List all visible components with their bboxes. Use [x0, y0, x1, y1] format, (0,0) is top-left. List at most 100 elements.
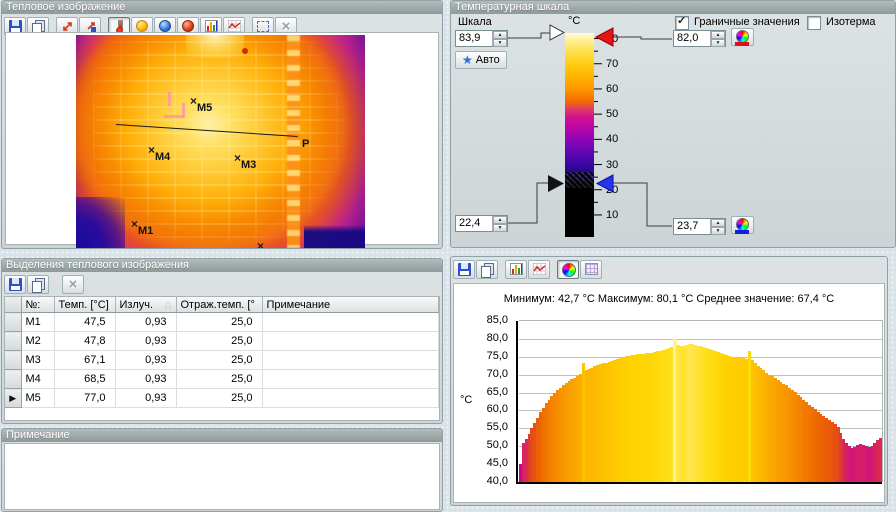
y-axis-tick-label: 60,0: [487, 403, 508, 415]
column-header-note[interactable]: Примечание: [262, 297, 439, 313]
scale-max-value: 83,9: [456, 31, 492, 46]
spinner-arrows[interactable]: ▲▼: [492, 31, 507, 46]
table-row-M5[interactable]: ▶M577,00,9325,0: [5, 389, 439, 408]
table-row-M3[interactable]: M367,10,9325,0: [5, 351, 439, 370]
cell-refl-temp[interactable]: 25,0: [176, 313, 262, 332]
save-button[interactable]: [4, 275, 26, 294]
y-axis-labels: 85,080,075,070,065,060,055,050,045,040,0: [472, 320, 514, 481]
cell-note[interactable]: [262, 351, 439, 370]
column-header-emissivity[interactable]: Излуч.△: [115, 297, 176, 313]
boundary-values-checkbox[interactable]: ✓: [675, 16, 689, 30]
selections-toolbar: ×: [2, 272, 442, 296]
spinner-arrows[interactable]: ▲▼: [492, 216, 507, 231]
scale-overlay: [451, 14, 896, 249]
upper-limit-spinner[interactable]: 82,0 ▲▼: [673, 30, 726, 47]
thermal-panel-title: Тепловое изображение: [2, 1, 442, 14]
cell-id[interactable]: M2: [21, 332, 54, 351]
marker-cross-icon: ×: [234, 151, 241, 165]
cell-id[interactable]: M3: [21, 351, 54, 370]
cell-note[interactable]: [262, 313, 439, 332]
cell-refl-temp[interactable]: 25,0: [176, 370, 262, 389]
cell-temp[interactable]: 77,0: [54, 389, 115, 408]
cell-note[interactable]: [262, 332, 439, 351]
table-row-M1[interactable]: M147,50,9325,0: [5, 313, 439, 332]
save-button[interactable]: [453, 260, 475, 279]
cell-temp[interactable]: 67,1: [54, 351, 115, 370]
scale-max-spinner[interactable]: 83,9 ▲▼: [455, 30, 508, 47]
colorbar-tick-label: 70: [606, 58, 630, 70]
delete-icon: ×: [282, 21, 291, 32]
delete-marker-button[interactable]: ×: [62, 275, 84, 294]
marker-cross-icon: ×: [190, 94, 197, 108]
cell-temp[interactable]: 47,5: [54, 313, 115, 332]
cell-refl-temp[interactable]: 25,0: [176, 332, 262, 351]
auto-button[interactable]: ★ Авто: [455, 51, 507, 69]
grid-view-button[interactable]: [580, 260, 602, 279]
table-row-M4[interactable]: M468,50,9325,0: [5, 370, 439, 389]
marker-M4[interactable]: ×M4: [148, 145, 155, 155]
y-axis-unit: °C: [460, 394, 472, 406]
cell-emissivity[interactable]: 0,93: [115, 389, 176, 408]
marker-..[interactable]: ×..: [257, 241, 264, 248]
colorbar-tick-label: 40: [606, 133, 630, 145]
cell-emissivity[interactable]: 0,93: [115, 332, 176, 351]
cell-note[interactable]: [262, 389, 439, 408]
line-view-button[interactable]: [528, 260, 550, 279]
table-row-M2[interactable]: M247,80,9325,0: [5, 332, 439, 351]
marker-cross-icon: ×: [131, 217, 138, 231]
column-header-temp[interactable]: Темп. [°C]: [54, 297, 115, 313]
cell-emissivity[interactable]: 0,93: [115, 351, 176, 370]
lower-palette-button[interactable]: [731, 216, 754, 234]
colorbar-tick-label: 60: [606, 83, 630, 95]
cell-note[interactable]: [262, 370, 439, 389]
selection-rect-icon: [257, 21, 269, 32]
note-area-wrap: [4, 443, 440, 510]
color-wheel-blue-icon: [735, 219, 748, 232]
cell-emissivity[interactable]: 0,93: [115, 313, 176, 332]
column-header-refl-temp[interactable]: Отраж.темп. [°: [176, 297, 262, 313]
lower-limit-spinner[interactable]: 23,7 ▲▼: [673, 218, 726, 235]
resize-expand-icon: [61, 20, 74, 33]
isotherm-checkbox[interactable]: [807, 16, 821, 30]
thermal-image[interactable]: ×M5×M4×M3×M1×.. P: [76, 35, 365, 248]
thermal-image-panel: Тепловое изображение ×: [1, 0, 443, 249]
star-icon: ★: [462, 54, 473, 66]
copy-button[interactable]: [27, 275, 49, 294]
marker-label: M4: [155, 152, 170, 162]
cell-emissivity[interactable]: 0,93: [115, 370, 176, 389]
scale-panel-title: Температурная шкала: [451, 1, 895, 14]
copy-button[interactable]: [476, 260, 498, 279]
cell-temp[interactable]: 68,5: [54, 370, 115, 389]
cell-id[interactable]: M1: [21, 313, 54, 332]
cell-refl-temp[interactable]: 25,0: [176, 351, 262, 370]
bar-view-button[interactable]: [505, 260, 527, 279]
thermal-image-canvas-area: ×M5×M4×M3×M1×.. P: [5, 32, 439, 245]
selections-panel: Выделения теплового изображения × №: Тем…: [1, 258, 443, 424]
y-axis-tick-label: 75,0: [487, 350, 508, 362]
upper-palette-button[interactable]: [731, 28, 754, 46]
column-header-id[interactable]: №:: [21, 297, 54, 313]
histogram-icon: [510, 263, 523, 275]
lower-limit-value: 23,7: [674, 219, 710, 234]
marker-label: M3: [241, 160, 256, 170]
marker-M3[interactable]: ×M3: [234, 153, 241, 163]
histogram-plot: [519, 320, 883, 482]
copy-icon: [32, 20, 45, 33]
cell-refl-temp[interactable]: 25,0: [176, 389, 262, 408]
palette-color-button[interactable]: [557, 260, 579, 279]
cell-id[interactable]: M5: [21, 389, 54, 408]
cell-temp[interactable]: 47,8: [54, 332, 115, 351]
spin-down-icon: ▼: [493, 39, 507, 47]
marker-M1[interactable]: ×M1: [131, 219, 138, 229]
y-axis-tick-label: 45,0: [487, 457, 508, 469]
spinner-arrows[interactable]: ▲▼: [710, 219, 725, 234]
thermal-analysis-app: { "thermal_panel": { "title": "Тепловое …: [0, 0, 896, 509]
cell-id[interactable]: M4: [21, 370, 54, 389]
scale-min-spinner[interactable]: 22,4 ▲▼: [455, 215, 508, 232]
marker-M5[interactable]: ×M5: [190, 96, 197, 106]
sort-indicator-icon: △: [165, 299, 172, 310]
note-textarea[interactable]: [5, 444, 439, 509]
spinner-arrows[interactable]: ▲▼: [710, 31, 725, 46]
temperature-colorbar[interactable]: [565, 33, 594, 237]
thermal-artifact: [182, 103, 185, 118]
